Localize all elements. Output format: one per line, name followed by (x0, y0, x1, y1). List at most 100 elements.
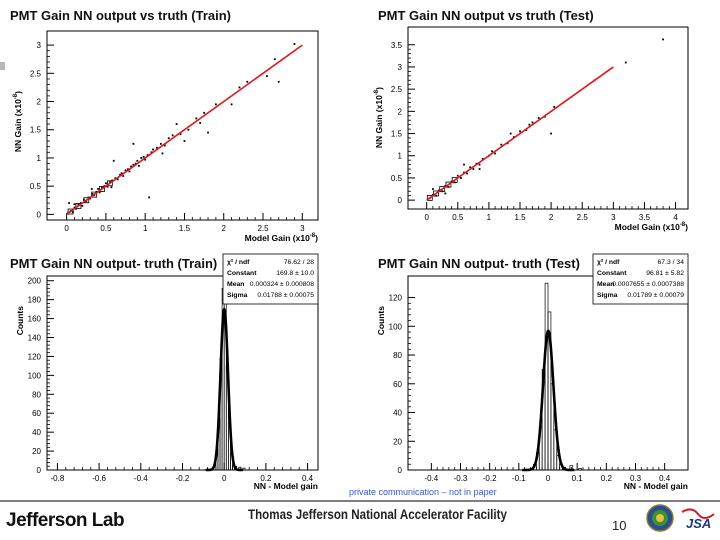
slide-edge-marker (0, 62, 5, 70)
x-tick-label: 3 (611, 213, 616, 222)
stats-label: Mean (597, 281, 614, 288)
y-tick-label: 1.5 (391, 130, 403, 139)
data-point (500, 143, 503, 146)
stats-value: 67.3 / 34 (658, 259, 685, 266)
y-axis-label: Counts (376, 306, 386, 336)
chart-4: PMT Gain NN output- truth (Test) -0.4 -0.3… (376, 253, 689, 491)
y-tick-label: 180 (28, 296, 42, 305)
stats-label: Constant (227, 270, 257, 277)
data-point (214, 103, 217, 106)
density-box (433, 190, 439, 197)
data-point (140, 157, 143, 159)
density-box (451, 177, 458, 184)
data-point (73, 203, 76, 206)
doe-seal-logo (646, 504, 674, 532)
data-point (203, 111, 206, 114)
stats-label: Mean (227, 281, 244, 288)
x-axis-label-base: Model Gain (x10 (615, 222, 680, 232)
data-point (90, 188, 93, 190)
x-tick-label: 4 (673, 213, 678, 222)
chart-2: PMT Gain NN output vs truth (Test) 0 0.5 1 1… (374, 8, 689, 232)
x-tick-label: 3 (300, 224, 305, 233)
data-point (491, 150, 493, 153)
x-tick-label: 0.1 (572, 474, 584, 483)
stats-label: χ² / ndf (227, 259, 250, 266)
data-point (105, 182, 107, 185)
x-axis-label-close: ) (685, 222, 688, 232)
data-point (444, 192, 447, 195)
data-point (132, 163, 135, 166)
data-point (537, 117, 540, 119)
density-box (426, 195, 433, 201)
data-point (528, 123, 531, 126)
chart-3: PMT Gain NN output- truth (Train) -0.8 -0.… (10, 253, 319, 491)
data-point (73, 206, 76, 209)
data-point (130, 165, 132, 168)
data-point (466, 172, 469, 175)
data-point (195, 117, 198, 120)
y-tick-label: 1.5 (30, 126, 42, 135)
x-axis-label-base: Model Gain (x10 (245, 233, 310, 243)
hist-bin (544, 282, 549, 471)
x-tick-label: 0.2 (260, 474, 272, 483)
data-point (150, 151, 153, 154)
x-tick-label: 2 (222, 224, 227, 233)
data-point (124, 169, 127, 172)
y-tick-label: 80 (32, 390, 41, 399)
y-tick-label: 0 (37, 210, 42, 219)
y-tick-label: 0 (398, 466, 403, 475)
jsa-logo-text: JSA (686, 516, 711, 531)
stats-label: Constant (597, 270, 627, 277)
data-point (171, 134, 174, 137)
data-point (89, 197, 92, 200)
y-axis-label: Counts (15, 306, 25, 336)
gaussian-fit-curve (205, 307, 243, 472)
data-point (110, 186, 113, 189)
data-point (127, 168, 129, 171)
y-axis-label: NN Gain (x10-8) (374, 87, 384, 148)
x-tick-label: 0.3 (630, 474, 642, 483)
plot-frame (46, 275, 319, 471)
plot-frame (407, 26, 689, 210)
x-tick-label: 0.4 (302, 474, 314, 483)
x-tick-label: 1.5 (514, 213, 526, 222)
footer-facility: Thomas Jefferson National Accelerator Fa… (248, 507, 507, 522)
x-tick-label: -0.4 (424, 474, 438, 483)
y-tick-label: 200 (28, 277, 42, 286)
chart-1: PMT Gain NN output vs truth (Train) 0 0.5 1… (10, 8, 319, 243)
hist-bin (242, 467, 246, 471)
x-tick-label: -0.2 (483, 474, 497, 483)
data-point (122, 175, 125, 177)
y-tick-label: 140 (28, 334, 42, 343)
data-point (156, 146, 158, 149)
data-point (179, 133, 182, 136)
x-tick-label: 1.5 (179, 224, 191, 233)
data-point (97, 188, 99, 190)
hist-bin (578, 468, 582, 471)
data-point (494, 152, 497, 155)
data-point (146, 154, 149, 157)
data-point (481, 157, 484, 160)
stats-label: Sigma (597, 292, 618, 299)
density-box (106, 180, 113, 187)
y-tick-label: 1 (37, 154, 42, 163)
data-point (246, 80, 249, 83)
density-box (91, 191, 98, 198)
data-point (266, 75, 268, 78)
data-point (114, 177, 117, 180)
fit-line (426, 66, 614, 201)
y-tick-label: 80 (393, 351, 402, 360)
y-tick-label: 20 (32, 447, 41, 456)
x-tick-label: -0.8 (51, 474, 65, 483)
data-point (120, 172, 123, 175)
y-tick-label: 40 (393, 409, 402, 418)
data-point (98, 191, 101, 194)
stats-label: χ² / ndf (597, 259, 620, 266)
stats-box (222, 253, 319, 305)
x-tick-label: -0.2 (176, 474, 190, 483)
y-axis-label-exp: -8 (374, 89, 380, 95)
y-tick-label: 0.5 (30, 182, 42, 191)
x-tick-label: 1 (487, 213, 492, 222)
density-box (83, 197, 90, 204)
chart-title: PMT Gain NN output vs truth (Train) (10, 8, 231, 23)
